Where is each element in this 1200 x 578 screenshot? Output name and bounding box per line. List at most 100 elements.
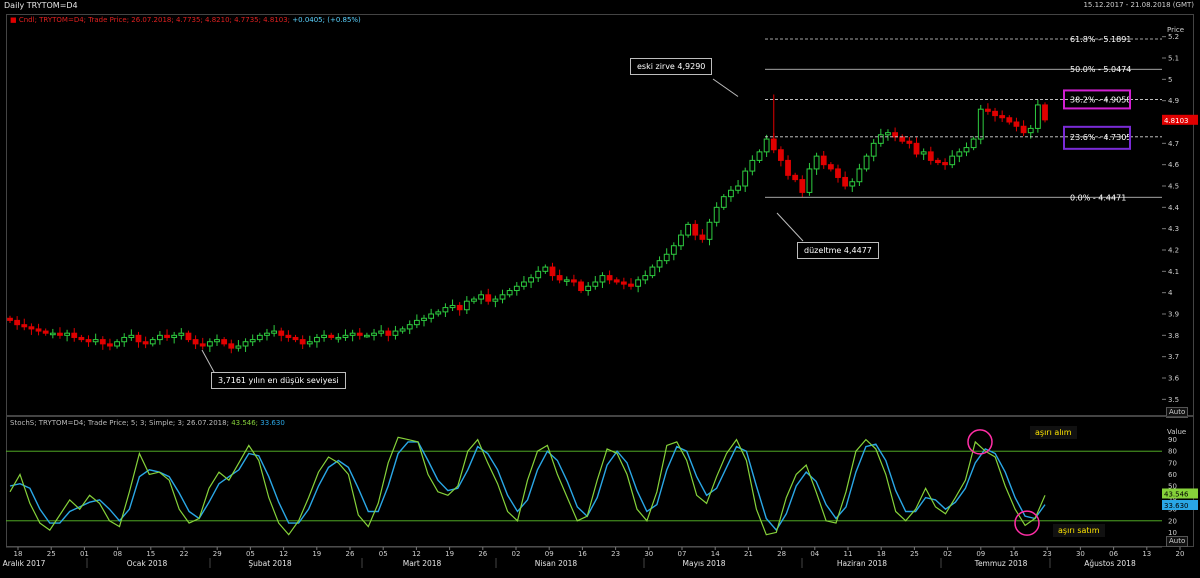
x-tick-label: 05: [379, 550, 388, 558]
price-auto-button[interactable]: Auto: [1166, 407, 1189, 418]
candle-body: [413, 319, 420, 326]
price-legend-change: +0.0405; (+0.85%): [292, 16, 361, 24]
candle-body: [885, 132, 891, 136]
candle-body: [763, 138, 770, 153]
price-y-tick-label: 4.1: [1168, 268, 1179, 276]
x-month-label: Temmuz 2018: [974, 559, 1028, 568]
candle-body: [264, 332, 270, 336]
candle-body: [235, 345, 242, 349]
candle-body: [756, 151, 763, 161]
annotation-low-leader: [201, 349, 215, 373]
candle-body: [1042, 104, 1048, 121]
price-panel-frame: [6, 14, 1194, 416]
candle-body: [521, 281, 527, 287]
candle-body: [421, 317, 427, 321]
candle-body: [385, 330, 392, 336]
annotation-peak-leader: [712, 78, 739, 97]
candle-body: [699, 234, 706, 240]
candle-body: [271, 330, 278, 334]
chart-title: Daily TRYTOM=D4: [4, 1, 78, 10]
price-legend-text: Cndl; TRYTOM=D4; Trade Price; 26.07.2018…: [18, 16, 291, 24]
fib-label: 38.2% - 4.9058: [1070, 95, 1131, 104]
price-y-tick-label: 4.2: [1168, 247, 1179, 255]
candle-body: [71, 332, 78, 338]
candle-body: [371, 332, 377, 336]
candle-body: [171, 334, 178, 338]
candle-body: [599, 275, 606, 283]
candle-body: [785, 159, 791, 176]
price-axis-title: Price: [1167, 26, 1185, 34]
candle-body: [335, 336, 342, 340]
x-tick-label: 20: [1176, 550, 1185, 558]
candle-body: [485, 294, 492, 302]
candle-body: [792, 174, 799, 181]
x-tick-label: 30: [1076, 550, 1085, 558]
candle-body: [199, 343, 206, 347]
candle-body: [478, 294, 485, 300]
candle-body: [877, 134, 884, 144]
stoch-y-tick-label: 20: [1168, 517, 1177, 525]
annotation-peak: eski zirve 4,9290: [630, 58, 713, 75]
x-tick-label: 06: [1109, 550, 1118, 558]
fib-label: 61.8% - 5.1891: [1070, 35, 1131, 44]
x-tick-label: 18: [14, 550, 23, 558]
price-y-tick-label: 4.9: [1168, 97, 1179, 105]
stoch-d-badge: [1162, 499, 1198, 510]
date-range: 15.12.2017 - 21.08.2018 (GMT): [1083, 1, 1194, 9]
stoch-y-tick-label: 50: [1168, 483, 1177, 491]
candle-body: [613, 279, 620, 283]
candle-body: [399, 328, 406, 332]
x-tick-label: 30: [644, 550, 653, 558]
candle-body: [149, 339, 156, 345]
candle-body: [321, 334, 327, 338]
x-tick-label: 13: [1142, 550, 1151, 558]
x-tick-label: 04: [810, 550, 819, 558]
stoch-k-badge: [1162, 488, 1198, 499]
candle-body: [228, 343, 235, 349]
annotation-year-low: 3,7161 yılın en düşük seviyesi: [211, 372, 346, 389]
candle-body: [99, 339, 106, 345]
price-y-tick-label: 3.7: [1168, 353, 1179, 361]
candle-body: [799, 179, 806, 193]
candle-body: [363, 334, 370, 338]
x-month-label: Şubat 2018: [248, 559, 292, 568]
candle-body: [456, 304, 463, 311]
x-tick-label: 07: [678, 550, 687, 558]
x-tick-label: 09: [976, 550, 985, 558]
stoch-y-tick-label: 10: [1168, 529, 1177, 537]
candle-body: [892, 132, 899, 138]
candle-body: [314, 336, 320, 343]
candle-body: [999, 115, 1006, 119]
title-bar: Daily TRYTOM=D4 15.12.2017 - 21.08.2018 …: [0, 0, 1200, 13]
candle-body: [256, 334, 263, 341]
annotation-correction-leader: [776, 212, 804, 242]
candle-body: [620, 281, 627, 285]
candle-body: [678, 234, 684, 247]
candle-body: [306, 341, 313, 345]
candle-body: [142, 341, 149, 345]
stoch-y-tick-label: 90: [1168, 436, 1177, 444]
candle-body: [806, 168, 813, 193]
candle-body: [249, 339, 256, 343]
candle-body: [1027, 127, 1034, 134]
stoch-y-tick-label: 60: [1168, 471, 1177, 479]
candle-body: [349, 332, 356, 336]
candle-body: [870, 142, 877, 157]
candle-body: [328, 334, 335, 338]
candle-body: [913, 142, 920, 155]
candle-body: [849, 181, 856, 187]
x-tick-label: 14: [711, 550, 720, 558]
candle-body: [78, 336, 85, 341]
candle-body: [549, 266, 556, 277]
x-tick-label: 12: [279, 550, 288, 558]
last-price-badge-label: 4.8103: [1164, 117, 1189, 125]
x-month-label: Haziran 2018: [837, 559, 887, 568]
x-tick-label: 19: [445, 550, 454, 558]
overbought-circle: [967, 429, 993, 455]
candle-body: [107, 343, 113, 347]
candle-body: [556, 275, 563, 281]
stoch-auto-button[interactable]: Auto: [1166, 536, 1189, 547]
x-tick-label: 02: [943, 550, 952, 558]
candle-body: [956, 151, 963, 157]
candle-body: [471, 298, 477, 302]
